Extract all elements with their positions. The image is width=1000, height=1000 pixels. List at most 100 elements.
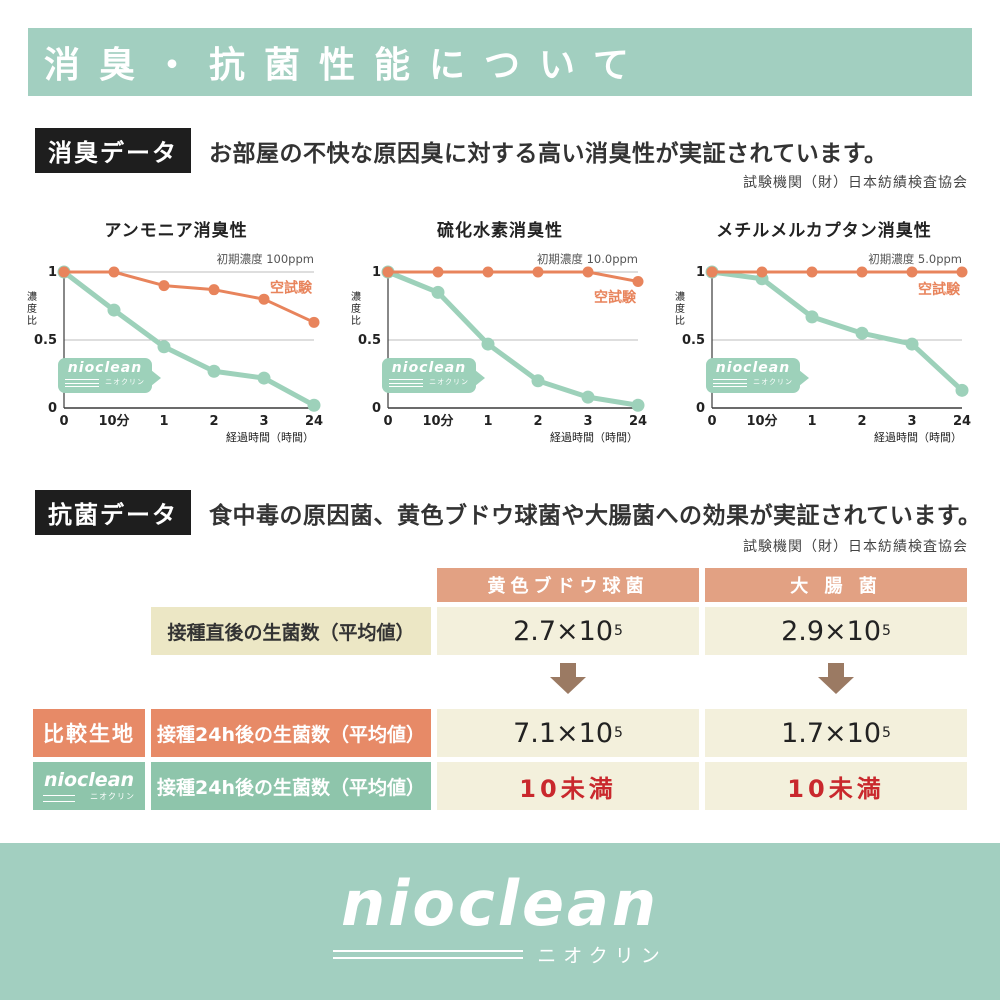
nioclean-badge: nioclean ニオクリン bbox=[58, 358, 161, 393]
nioclean-logo-text: nioclean bbox=[340, 867, 659, 940]
down-arrow-icon bbox=[550, 663, 586, 694]
value-base: 2.9×10 bbox=[781, 615, 881, 647]
compare-fabric-badge: 比較生地 bbox=[33, 709, 145, 757]
data-point bbox=[906, 266, 918, 278]
deodorant-description: お部屋の不快な原因臭に対する高い消臭性が実証されています。 bbox=[209, 140, 888, 167]
logo-lines bbox=[333, 950, 524, 959]
y-tick-label: 0 bbox=[372, 401, 381, 416]
y-axis-label: 度 bbox=[27, 302, 37, 315]
value-base: 2.7×10 bbox=[513, 615, 613, 647]
logo-lines bbox=[43, 795, 75, 802]
y-tick-label: 1 bbox=[48, 265, 57, 280]
data-point bbox=[706, 266, 718, 278]
initial-count-staphylococcus: 2.7×10 5 bbox=[437, 607, 699, 655]
nioclean-row-badge: nioclean ニオクリン bbox=[33, 762, 145, 810]
data-point bbox=[955, 383, 969, 397]
deodorant-test-agency: 試験機関（財）日本紡績検査協会 bbox=[743, 175, 968, 191]
data-point bbox=[431, 285, 445, 299]
data-point bbox=[258, 293, 270, 305]
chart-methyl-mercaptan: メチルメルカプタン消臭性 1 0.5 0 濃度比 0 10分 1 2 3 24 経過時間（時間） 初期… bbox=[670, 216, 978, 452]
initial-count-ecoli: 2.9×10 5 bbox=[705, 607, 967, 655]
x-axis-label: 経過時間（時間） bbox=[550, 431, 638, 444]
nioclean-count-ecoli: 10未満 bbox=[705, 762, 967, 810]
data-point bbox=[382, 266, 394, 278]
blank-test-legend-label: 空試験 bbox=[918, 281, 961, 298]
y-axis-label: 比 bbox=[351, 315, 361, 327]
nioclean-logo-sub: ニオクリン bbox=[429, 378, 469, 386]
blank-test-legend-label: 空試験 bbox=[594, 289, 637, 306]
blank-test-legend-label: 空試験 bbox=[270, 279, 313, 296]
value-base: 1.7×10 bbox=[781, 717, 881, 749]
x-tick-label: 10分 bbox=[746, 413, 777, 429]
chart-hydrogen-sulfide-plot: 1 0.5 0 濃度比 0 10分 1 2 3 24 経過時間（時間） 初期濃度 10.0ppm 空試験 bbox=[346, 242, 654, 452]
nioclean-logo-text: nioclean bbox=[391, 360, 467, 376]
arrow-cell-staphylococcus bbox=[437, 660, 699, 704]
nioclean-count-staphylococcus: 10未満 bbox=[437, 762, 699, 810]
line-chart-svg: 1 0.5 0 濃度比 0 10分 1 2 3 24 経過時間（時間） 初期濃度 100ppm 空試験 bbox=[27, 252, 323, 444]
line-chart-svg: 1 0.5 0 濃度比 0 10分 1 2 3 24 経過時間（時間） 初期濃度 10.0ppm 空試験 bbox=[351, 252, 647, 444]
initial-concentration-label: 初期濃度 100ppm bbox=[217, 252, 314, 266]
data-point bbox=[806, 266, 818, 278]
nioclean-logo-sub: ニオクリン bbox=[105, 378, 145, 386]
data-point bbox=[432, 266, 444, 278]
data-point bbox=[481, 337, 495, 351]
value-exponent: 5 bbox=[614, 623, 623, 639]
value-exponent: 5 bbox=[614, 725, 623, 741]
line-chart-svg: 1 0.5 0 濃度比 0 10分 1 2 3 24 経過時間（時間） 初期濃度 5.0ppm 空試験 bbox=[675, 252, 971, 444]
x-tick-label: 2 bbox=[209, 414, 218, 429]
data-point bbox=[582, 266, 594, 278]
y-axis-label: 度 bbox=[675, 302, 685, 315]
y-tick-label: 0.5 bbox=[682, 333, 705, 348]
nioclean-badge: nioclean ニオクリン bbox=[706, 358, 809, 393]
initial-concentration-label: 初期濃度 5.0ppm bbox=[868, 252, 962, 266]
chart-hydrogen-sulfide: 硫化水素消臭性 1 0.5 0 濃度比 0 10分 1 2 3 24 経過時間（時間） 初期濃度 10… bbox=[346, 216, 654, 452]
antibacterial-description: 食中毒の原因菌、黄色ブドウ球菌や大腸菌への効果が実証されています。 bbox=[209, 502, 982, 529]
nioclean-logo-text: nioclean bbox=[67, 360, 143, 376]
col-header-staphylococcus: 黄色ブドウ球菌 bbox=[437, 568, 699, 602]
antibacterial-section-header: 抗菌データ 食中毒の原因菌、黄色ブドウ球菌や大腸菌への効果が実証されています。 bbox=[35, 490, 982, 535]
data-point bbox=[482, 266, 494, 278]
chart-ammonia-title: アンモニア消臭性 bbox=[104, 221, 248, 241]
compare-count-staphylococcus: 7.1×10 5 bbox=[437, 709, 699, 757]
blank-test-series-line bbox=[388, 270, 639, 283]
nioclean-logo-text: nioclean bbox=[43, 769, 135, 791]
x-tick-label: 1 bbox=[483, 414, 492, 429]
antibacterial-table: 黄色ブドウ球菌 大 腸 菌 接種直後の生菌数（平均値） 2.7×10 5 2.9×… bbox=[33, 568, 967, 810]
x-tick-label: 0 bbox=[707, 414, 716, 429]
x-tick-label: 0 bbox=[383, 414, 392, 429]
data-point bbox=[308, 316, 320, 328]
y-axis-label: 濃 bbox=[27, 290, 37, 303]
y-tick-label: 0 bbox=[48, 401, 57, 416]
y-tick-label: 0 bbox=[696, 401, 705, 416]
y-axis-label: 濃 bbox=[675, 290, 685, 303]
antibacterial-data-badge: 抗菌データ bbox=[35, 490, 191, 535]
logo-lines bbox=[713, 379, 747, 387]
data-point bbox=[856, 266, 868, 278]
nioclean-series-line bbox=[387, 269, 639, 408]
x-tick-label: 3 bbox=[259, 414, 268, 429]
data-point bbox=[108, 266, 120, 278]
x-tick-label: 1 bbox=[159, 414, 168, 429]
value-exponent: 5 bbox=[882, 725, 891, 741]
y-tick-label: 0.5 bbox=[34, 333, 57, 348]
down-arrow-icon bbox=[818, 663, 854, 694]
nioclean-footer-logo: nioclean ニオクリン bbox=[333, 871, 667, 968]
data-point bbox=[107, 303, 121, 317]
x-tick-label: 3 bbox=[907, 414, 916, 429]
data-point bbox=[956, 266, 968, 278]
data-point bbox=[208, 284, 220, 296]
x-tick-label: 24 bbox=[629, 414, 647, 429]
chart-methyl-mercaptan-title: メチルメルカプタン消臭性 bbox=[716, 221, 932, 241]
data-point bbox=[207, 364, 221, 378]
data-point bbox=[756, 266, 768, 278]
nioclean-series-line bbox=[711, 269, 964, 393]
logo-lines bbox=[389, 379, 423, 387]
y-tick-label: 1 bbox=[696, 265, 705, 280]
x-tick-label: 3 bbox=[583, 414, 592, 429]
deodorant-section-header: 消臭データ お部屋の不快な原因臭に対する高い消臭性が実証されています。 bbox=[35, 128, 888, 173]
page-title-bar: 消臭・抗菌性能について bbox=[28, 28, 972, 96]
y-axis-label: 濃 bbox=[351, 290, 361, 303]
deodorant-charts: アンモニア消臭性 1 0.5 0 濃度比 0 10分 1 2 3 24 経過時間（時間） 初期濃度 1… bbox=[22, 216, 978, 452]
data-point bbox=[257, 371, 271, 385]
x-axis-label: 経過時間（時間） bbox=[874, 431, 962, 444]
